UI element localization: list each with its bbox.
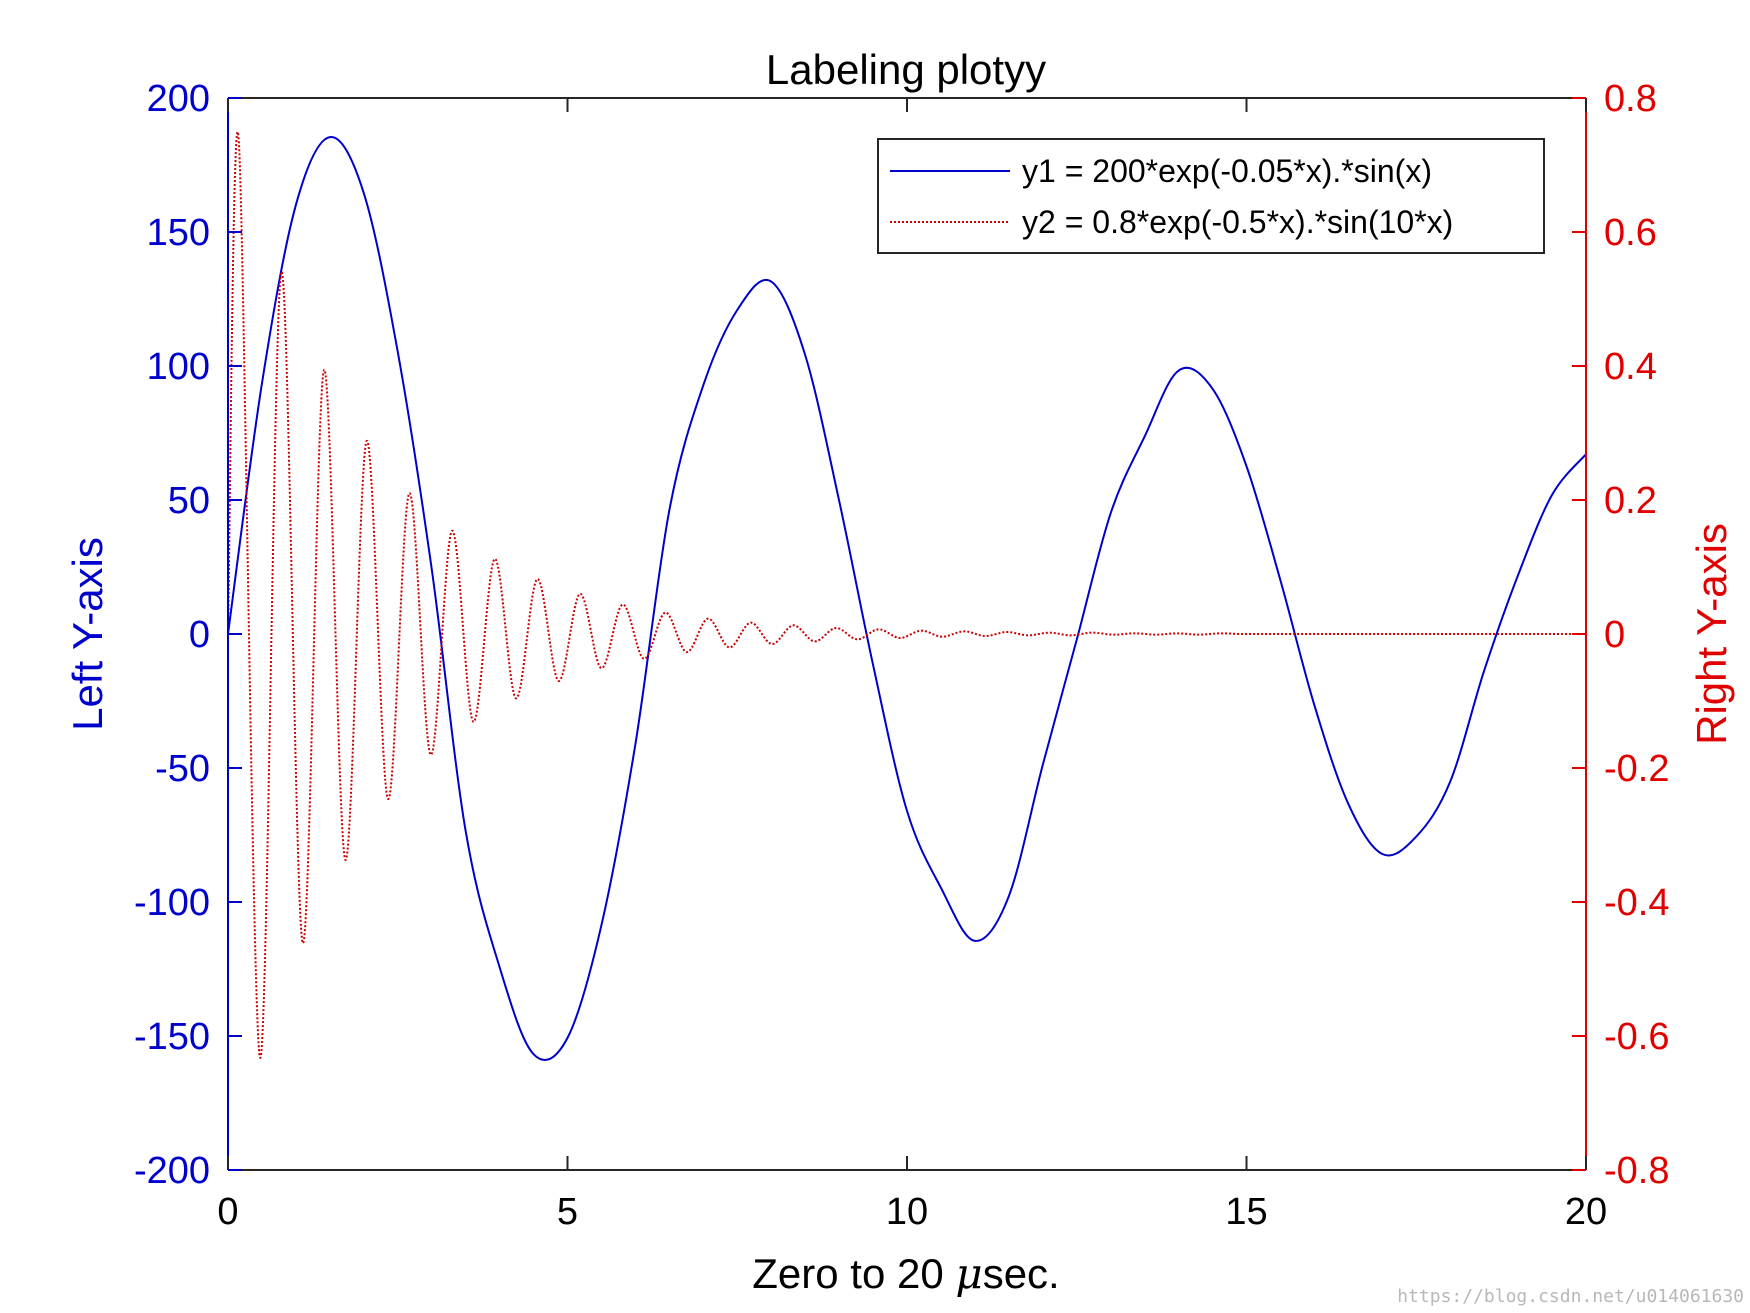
x-tick-label: 5 [557,1191,578,1233]
left-y-tick-label: -200 [134,1150,210,1192]
watermark: https://blog.csdn.net/u014061630 [1397,1286,1744,1307]
legend: y1 = 200*exp(-0.05*x).*sin(x) y2 = 0.8*e… [877,138,1545,254]
right-y-tick-label: 0.8 [1604,78,1657,120]
right-y-tick-label: -0.6 [1604,1016,1669,1058]
right-y-tick-label: -0.8 [1604,1150,1669,1192]
x-tick-label: 20 [1565,1191,1607,1233]
left-y-tick-label: -100 [134,882,210,924]
right-y-tick-label: 0 [1604,614,1625,656]
plot-area [228,130,1586,1061]
x-tick-label: 15 [1225,1191,1267,1233]
right-y-tick-label: -0.4 [1604,882,1669,924]
left-y-axis-title: Left Y-axis [64,537,111,731]
x-axis-title-suffix: sec. [983,1250,1060,1297]
left-y-tick-label: 200 [147,78,210,120]
x-axis-title-mu: μ [955,1249,982,1298]
left-y-tick-label: 50 [168,480,210,522]
right-y-tick-label: -0.2 [1604,748,1669,790]
right-y-tick-label: 0.6 [1604,212,1657,254]
left-y-tick-label: 0 [189,614,210,656]
left-y-tick-label: 100 [147,346,210,388]
right-y-axis-title: Right Y-axis [1688,523,1735,745]
legend-label-y2: y2 = 0.8*exp(-0.5*x).*sin(10*x) [1022,204,1453,240]
chart-title: Labeling plotyy [766,46,1046,93]
series-line-y1 [228,136,1586,1061]
x-axis-title: Zero to 20 μsec. [752,1249,1059,1298]
tick-label-layer: 0 5 10 15 20 -200 -150 -100 -50 0 50 100 150 200 -0.8 -… [134,78,1670,1233]
axes-layer [227,97,1587,1171]
x-tick-label: 0 [217,1191,238,1233]
right-y-tick-label: 0.2 [1604,480,1657,522]
left-y-tick-label: -50 [155,748,210,790]
left-y-tick-label: 150 [147,212,210,254]
left-y-tick-label: -150 [134,1016,210,1058]
x-axis-title-prefix: Zero to 20 [752,1250,955,1297]
legend-box [877,138,1545,254]
series-layer [228,130,1586,1061]
right-y-tick-label: 0.4 [1604,346,1657,388]
series-line-y2 [228,130,1586,1059]
legend-label-y1: y1 = 200*exp(-0.05*x).*sin(x) [1022,153,1432,189]
x-tick-label: 10 [886,1191,928,1233]
